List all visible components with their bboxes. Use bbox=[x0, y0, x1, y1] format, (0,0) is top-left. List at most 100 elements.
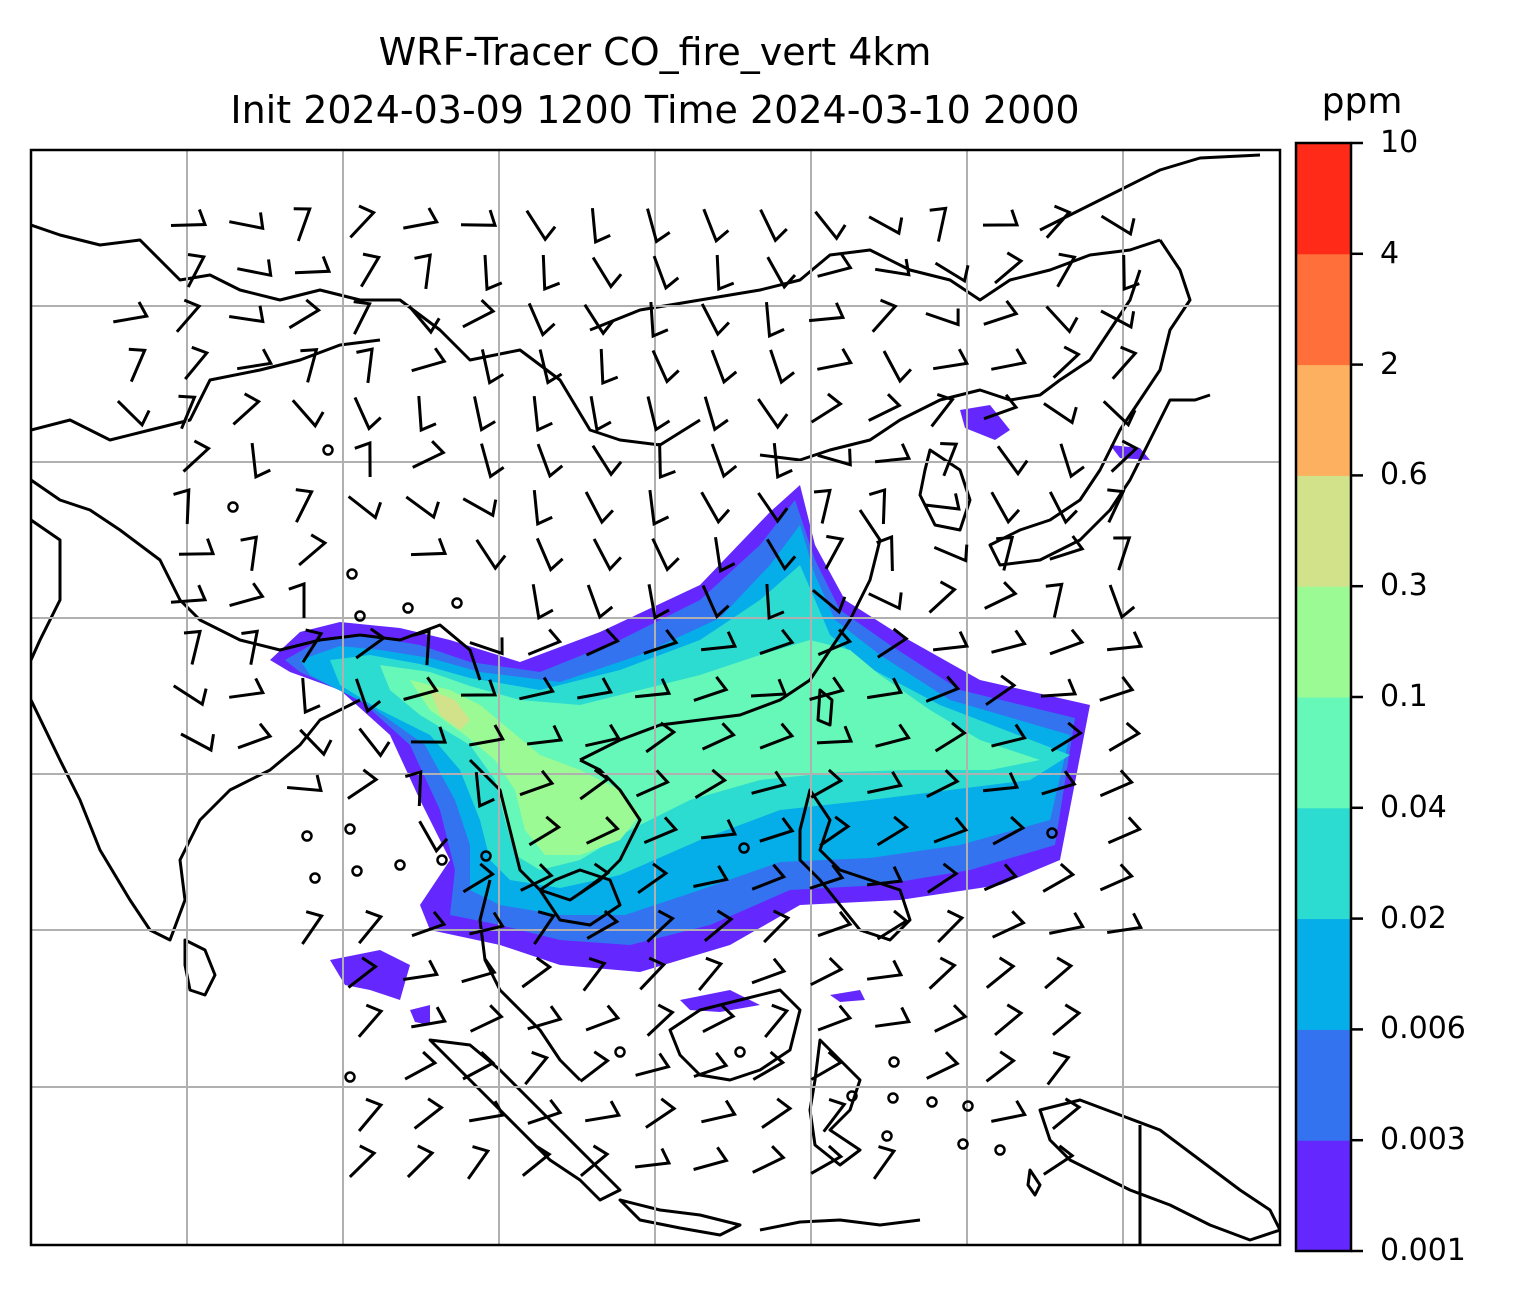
wind-barb bbox=[237, 259, 273, 278]
wind-barb bbox=[937, 909, 965, 944]
wind-barb bbox=[527, 302, 556, 338]
wind-barb bbox=[286, 774, 323, 793]
calm-wind-marker bbox=[346, 568, 358, 580]
calm-wind-marker bbox=[881, 1130, 893, 1142]
wind-barb bbox=[702, 208, 730, 244]
wind-barb bbox=[982, 209, 1020, 227]
plume-scatter-5 bbox=[410, 1005, 430, 1025]
wind-barb bbox=[817, 348, 854, 371]
graticule bbox=[31, 150, 1280, 1245]
wind-barb bbox=[819, 815, 851, 847]
japan bbox=[988, 239, 1211, 567]
wind-barb bbox=[178, 394, 197, 430]
wind-barb bbox=[354, 678, 382, 714]
wind-barb bbox=[872, 1145, 897, 1180]
colorbar-tick-label: 0.1 bbox=[1380, 679, 1428, 714]
wind-barb bbox=[299, 728, 333, 757]
wind-barb bbox=[1051, 1097, 1082, 1130]
wind-barb bbox=[1106, 912, 1144, 934]
wind-barb bbox=[934, 261, 970, 284]
colorbar-segment bbox=[1296, 807, 1351, 920]
wind-barb bbox=[186, 253, 207, 288]
calm-wind-marker bbox=[614, 1046, 626, 1058]
wind-barb bbox=[1059, 443, 1085, 479]
wind-barb bbox=[585, 816, 620, 845]
wind-barb bbox=[694, 768, 728, 799]
wind-barb bbox=[808, 302, 846, 323]
wind-barb bbox=[1049, 535, 1085, 561]
colorbar-segment bbox=[1296, 918, 1351, 1030]
wind-barb bbox=[658, 442, 676, 480]
wind-barb bbox=[585, 723, 621, 748]
wind-barb bbox=[700, 303, 730, 337]
wind-barb bbox=[867, 771, 903, 794]
wind-barb bbox=[532, 395, 553, 433]
wind-barb bbox=[288, 298, 322, 330]
wind-barb bbox=[761, 1097, 793, 1129]
colorbar-tick-label: 10 bbox=[1380, 125, 1419, 160]
wind-barb bbox=[229, 212, 265, 231]
calm-wind-marker bbox=[402, 602, 414, 614]
wind-barb bbox=[635, 1052, 671, 1077]
wind-barb bbox=[407, 305, 441, 335]
wind-barb bbox=[462, 497, 498, 518]
wind-barb bbox=[1042, 862, 1076, 893]
wind-barb bbox=[925, 308, 960, 327]
wind-barb bbox=[1107, 488, 1126, 524]
wind-barb bbox=[992, 815, 1026, 846]
wind-barb bbox=[577, 677, 614, 700]
wind-barb bbox=[876, 815, 910, 847]
wind-barb bbox=[810, 1050, 844, 1081]
wind-barb bbox=[810, 768, 844, 799]
wind-barb bbox=[527, 1005, 563, 1031]
wind-barb bbox=[178, 538, 216, 556]
wind-barb bbox=[461, 958, 497, 984]
wind-barb bbox=[982, 772, 1020, 793]
wind-barb bbox=[871, 298, 898, 333]
china-mongolia bbox=[589, 238, 1161, 332]
calm-wind-marker bbox=[322, 444, 334, 456]
wind-barb bbox=[527, 628, 563, 656]
calm-wind-marker bbox=[227, 501, 239, 513]
calm-wind-marker bbox=[738, 842, 750, 854]
wind-barb bbox=[868, 487, 887, 525]
wind-barb bbox=[933, 816, 969, 844]
wind-barb bbox=[579, 862, 611, 895]
calm-wind-marker bbox=[734, 1046, 746, 1058]
wind-barb bbox=[585, 628, 621, 657]
wind-barb bbox=[645, 1097, 677, 1129]
wind-barb bbox=[1050, 721, 1084, 753]
wind-barb bbox=[585, 1004, 621, 1032]
wind-barb bbox=[714, 536, 736, 574]
wind-barb bbox=[183, 629, 202, 665]
wind-barb bbox=[1100, 214, 1136, 237]
colorbar-tick-label: 0.02 bbox=[1380, 900, 1447, 936]
colorbar-segment bbox=[1296, 143, 1351, 255]
wind-barb bbox=[693, 865, 729, 888]
calm-wind-marker bbox=[926, 1096, 938, 1108]
calm-wind-marker bbox=[309, 872, 321, 884]
wind-barb bbox=[113, 301, 150, 324]
wind-barb bbox=[698, 956, 724, 992]
wind-barb bbox=[410, 537, 448, 557]
wind-barb bbox=[460, 679, 498, 697]
wind-barb bbox=[354, 440, 372, 478]
wind-barb bbox=[693, 1146, 729, 1171]
sri-lanka bbox=[183, 938, 217, 997]
wind-barb bbox=[751, 957, 787, 985]
wind-barb bbox=[876, 627, 909, 659]
new-guinea bbox=[1038, 1098, 1280, 1242]
wind-barb bbox=[525, 209, 557, 242]
wind-barb bbox=[473, 396, 496, 432]
wind-barb bbox=[649, 301, 669, 339]
wind-barb bbox=[413, 1097, 444, 1130]
wind-barb bbox=[462, 862, 496, 894]
wind-barb bbox=[876, 909, 909, 941]
wind-barb bbox=[228, 677, 266, 699]
wind-barb bbox=[643, 628, 679, 655]
calm-wind-marker bbox=[301, 830, 313, 842]
wind-barb bbox=[531, 583, 554, 621]
wind-barb bbox=[646, 396, 671, 432]
wind-barb bbox=[301, 910, 325, 945]
wind-barb bbox=[991, 910, 1026, 939]
